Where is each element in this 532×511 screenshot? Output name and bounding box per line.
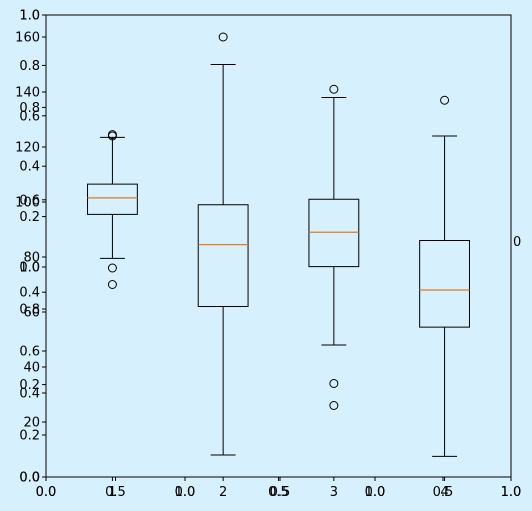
- outlier-point: [107, 131, 117, 141]
- outlier-point: [107, 280, 117, 289]
- overlay-ytick-label: 0.0: [19, 261, 40, 276]
- ytick-label: 160: [15, 31, 40, 46]
- xtick-label: 2: [219, 485, 227, 500]
- overlay-xtick-label: 0.5: [433, 485, 454, 500]
- overlay-ytick-label: 0.2: [19, 378, 40, 393]
- overlay-xtick-label: 0.0: [175, 485, 196, 500]
- outlier-point: [329, 84, 339, 94]
- overlay-ytick-label: 0.6: [19, 109, 40, 124]
- xtick-label: 4: [440, 485, 448, 500]
- overlay-ytick-label: 0.4: [19, 286, 40, 301]
- box-iqr: [308, 198, 360, 268]
- overlay-ytick-label: 0.6: [19, 345, 40, 360]
- overlay-xtick-label: 1.0: [501, 485, 522, 500]
- right-edge-label: 0: [513, 235, 521, 250]
- xtick-label: 3: [330, 485, 338, 500]
- ytick-label: 120: [15, 141, 40, 156]
- x-axis: 1 2 3 4: [108, 477, 449, 500]
- overlay-xtick-label: 0.0: [36, 485, 57, 500]
- overlay-xtick-label: 0.5: [270, 485, 291, 500]
- outlier-point: [218, 32, 228, 42]
- overlay-ytick-label: 0.2: [19, 429, 40, 444]
- overlay-ytick-label: 0.2: [19, 210, 40, 225]
- outlier-point: [329, 379, 339, 388]
- overlay-ytick-label: 0.0: [19, 471, 40, 486]
- overlay-xtick-label: 0.5: [105, 485, 126, 500]
- outlier-point: [440, 95, 450, 105]
- overlay-xtick-label: 1.0: [175, 485, 196, 500]
- ytick-label: 80: [23, 251, 40, 266]
- overlay-ytick-label: 1.0: [19, 261, 40, 276]
- overlay-ytick-label: 0.0: [19, 471, 40, 486]
- outlier-point: [329, 401, 339, 410]
- y-axis: 0 20 40 60 80 100 120 140 160: [15, 31, 46, 486]
- overlay-ytick-label: 0.8: [19, 59, 40, 74]
- box-plot-series: [87, 32, 470, 457]
- xtick-label: 1: [108, 485, 116, 500]
- overlay-ytick-label: 0.8: [19, 303, 40, 318]
- outlier-point: [107, 263, 117, 273]
- overlay-xtick-label: 0.0: [36, 485, 57, 500]
- overlay-ytick-label: 0.4: [19, 160, 40, 175]
- ytick-label: 40: [23, 361, 40, 376]
- overlay-ytick-label: 0.8: [19, 101, 40, 116]
- overlay-xtick-label: 0.5: [268, 485, 289, 500]
- overlay-ytick-label: 1.0: [19, 9, 40, 24]
- ytick-label: 60: [23, 306, 40, 321]
- overlay-xtick-label: 1.0: [501, 485, 522, 500]
- ytick-label: 100: [15, 196, 40, 211]
- overlay-xtick-label: 1.0: [365, 485, 386, 500]
- ytick-label: 0: [32, 471, 40, 486]
- ytick-label: 140: [15, 86, 40, 101]
- box-iqr: [197, 204, 249, 307]
- box-iqr: [419, 240, 470, 328]
- overlay-ytick-label: 0.4: [19, 387, 40, 402]
- overlay-ytick-label: 1.0: [19, 9, 40, 24]
- overlay-ytick-label: 0.6: [19, 193, 40, 208]
- plot-frame: [45, 14, 512, 478]
- overlay-xtick-label: 0.0: [365, 485, 386, 500]
- box-iqr: [87, 183, 138, 215]
- overlay-axes: 0.00.20.40.60.81.00.00.20.40.60.81.00.00…: [19, 9, 521, 501]
- ytick-label: 20: [23, 416, 40, 431]
